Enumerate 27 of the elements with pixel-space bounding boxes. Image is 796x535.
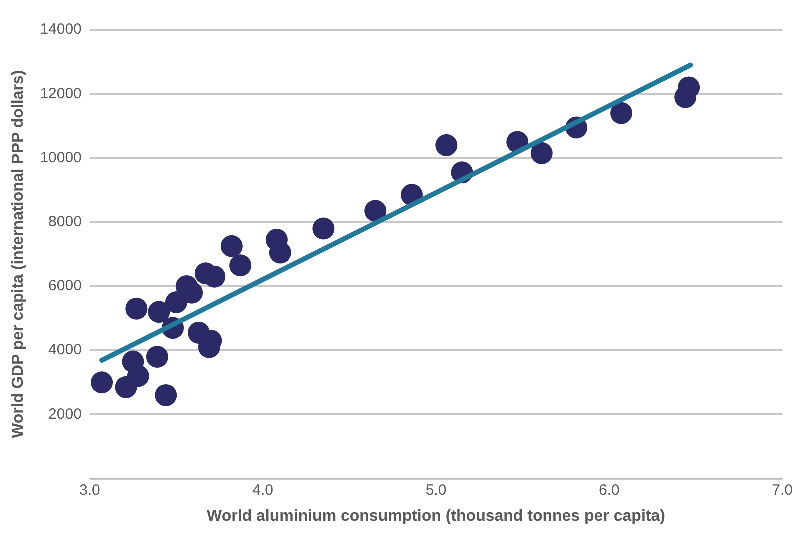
point bbox=[610, 102, 633, 124]
point bbox=[146, 346, 168, 368]
point bbox=[530, 142, 553, 164]
point bbox=[148, 301, 170, 324]
y-tick-label: 6000 bbox=[48, 278, 82, 295]
y-tick-label: 14000 bbox=[40, 21, 82, 38]
point bbox=[230, 254, 252, 277]
y-tick-label: 4000 bbox=[48, 342, 82, 359]
y-axis-title: World GDP per capita (international PPP dollars) bbox=[10, 70, 28, 438]
point bbox=[91, 372, 114, 394]
point bbox=[436, 134, 458, 156]
point bbox=[220, 235, 243, 258]
point bbox=[155, 384, 178, 406]
point bbox=[312, 218, 335, 240]
y-tick-label: 8000 bbox=[48, 213, 82, 230]
y-tick-label: 12000 bbox=[40, 85, 82, 102]
point bbox=[122, 350, 144, 373]
x-tick-label: 4.0 bbox=[252, 482, 274, 499]
y-tick-label: 10000 bbox=[40, 149, 82, 166]
y-tick-label: 2000 bbox=[48, 406, 82, 423]
x-tick-label: 7.0 bbox=[772, 482, 794, 499]
point bbox=[364, 200, 387, 222]
point bbox=[126, 298, 148, 320]
x-axis-title: World aluminium consumption (thousand tonnes per capita) bbox=[207, 508, 666, 525]
x-tick-label: 5.0 bbox=[426, 482, 447, 499]
x-tick-label: 6.0 bbox=[598, 482, 620, 499]
x-tick-label: 3.0 bbox=[79, 482, 100, 499]
